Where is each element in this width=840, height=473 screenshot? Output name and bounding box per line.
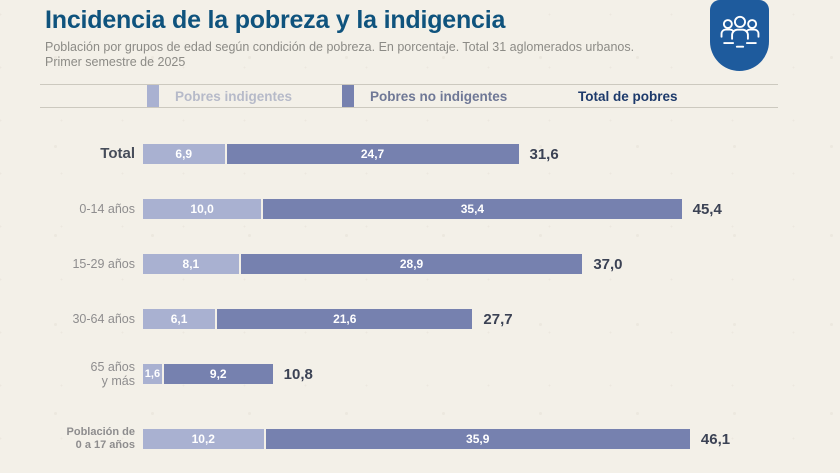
segment-value: 24,7 [360,147,385,161]
logo-badge [710,0,769,71]
segment-pobres-indigentes: 1,6 [143,364,162,384]
segment-value: 35,4 [460,202,485,216]
subtitle-line-2: Primer semestre de 2025 [45,55,186,69]
row-label: Total [100,145,135,163]
total-value: 27,7 [483,310,513,328]
segment-pobres-no-indigentes: 35,9 [265,429,690,449]
legend: Pobres indigentes Pobres no indigentes T… [40,84,778,108]
segment-value: 10,0 [190,202,214,216]
bar-row-poblacion-0-17: Población de 0 a 17 años 10,2 35,9 46,1 [0,426,731,451]
bar-row-65-mas: 65 años y más 1,6 9,2 10,8 [0,360,313,388]
total-value: 10,8 [283,365,313,383]
subtitle-line-1: Población por grupos de edad según condi… [45,40,635,54]
segment-value: 6,9 [175,147,193,161]
stacked-bar: 8,1 28,9 37,0 [143,254,623,274]
segment-pobres-no-indigentes: 24,7 [226,144,519,164]
stacked-bar: 10,2 35,9 46,1 [143,429,730,449]
row-label: 65 años y más [90,359,135,388]
segment-value: 9,2 [209,367,227,381]
row-label: 15-29 años [72,256,135,271]
page-subtitle: Población por grupos de edad según condi… [45,40,634,70]
people-group-icon [718,14,762,57]
total-value: 37,0 [593,255,623,273]
segment-pobres-indigentes: 6,9 [143,144,225,164]
segment-value: 28,9 [399,257,424,271]
legend-label-total-pobres: Total de pobres [578,88,678,104]
legend-label-indigentes: Pobres indigentes [175,88,293,104]
segment-value: 8,1 [182,257,200,271]
total-value: 46,1 [700,430,731,448]
segment-pobres-indigentes: 10,0 [143,199,262,219]
bar-row-30-64: 30-64 años 6,1 21,6 27,7 [0,309,513,329]
row-label: 0-14 años [79,201,135,216]
total-value: 31,6 [529,145,559,163]
row-label: 30-64 años [72,311,135,326]
legend-swatch-no-indigentes [342,85,354,107]
segment-value: 10,2 [191,432,215,446]
segment-pobres-no-indigentes: 35,4 [263,199,682,219]
segment-pobres-no-indigentes: 28,9 [240,254,583,274]
legend-swatch-indigentes [147,85,159,107]
stacked-bar: 1,6 9,2 10,8 [143,364,313,384]
segment-value: 35,9 [466,432,490,446]
segment-pobres-indigentes: 10,2 [143,429,264,449]
stacked-bar: 10,0 35,4 45,4 [143,199,722,219]
stacked-bar: 6,1 21,6 27,7 [143,309,513,329]
total-value: 45,4 [692,200,722,218]
segment-value: 21,6 [333,312,357,326]
segment-pobres-no-indigentes: 9,2 [163,364,273,384]
page-title: Incidencia de la pobreza y la indigencia [45,6,506,34]
segment-value: 1,6 [144,368,161,380]
segment-pobres-indigentes: 8,1 [143,254,239,274]
segment-pobres-no-indigentes: 21,6 [217,309,473,329]
bar-row-0-14: 0-14 años 10,0 35,4 45,4 [0,199,722,219]
segment-pobres-indigentes: 6,1 [143,309,216,329]
legend-label-no-indigentes: Pobres no indigentes [370,88,508,104]
bar-row-15-29: 15-29 años 8,1 28,9 37,0 [0,254,623,274]
row-label: Población de 0 a 17 años [66,426,135,451]
segment-value: 6,1 [170,312,188,326]
stacked-bar: 6,9 24,7 31,6 [143,144,559,164]
bar-row-total: Total 6,9 24,7 31,6 [0,144,559,164]
